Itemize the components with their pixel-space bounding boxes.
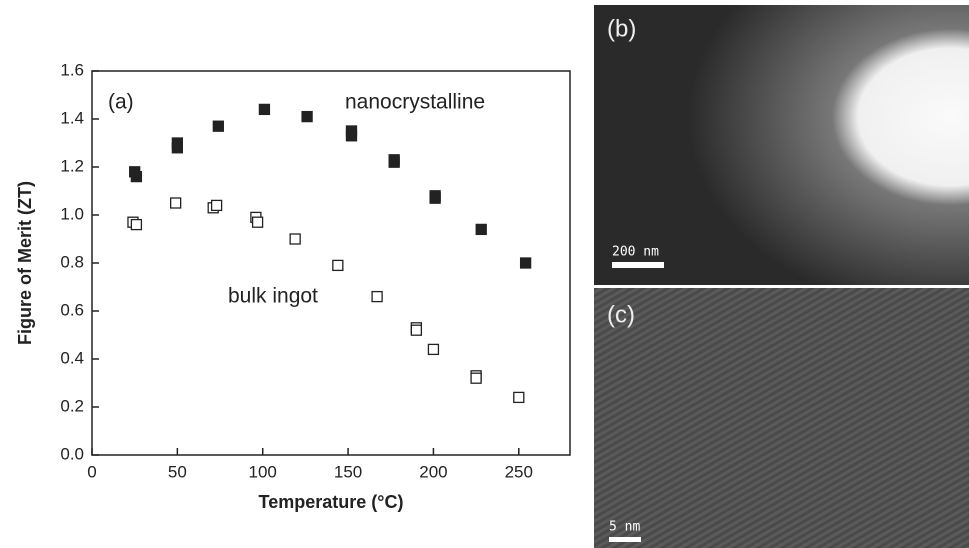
y-axis-label: Figure of Merit (ZT) xyxy=(15,181,35,345)
panel-label: (b) xyxy=(607,15,636,42)
marker xyxy=(371,290,383,303)
marker xyxy=(513,391,525,404)
x-tick-label: 0 xyxy=(87,462,96,481)
y-tick-label: 0.4 xyxy=(60,348,84,367)
x-tick-label: 50 xyxy=(168,462,187,481)
scale-bar xyxy=(612,262,664,268)
scale-bar xyxy=(609,537,641,542)
marker xyxy=(429,192,441,204)
tem-image-b xyxy=(594,5,969,285)
y-tick-label: 1.0 xyxy=(60,204,84,223)
marker xyxy=(519,257,532,269)
x-tick-label: 150 xyxy=(334,462,362,481)
scale-bar-label: 5 nm xyxy=(609,520,640,535)
marker xyxy=(169,197,182,209)
marker xyxy=(212,120,224,132)
y-tick-label: 1.2 xyxy=(60,156,84,175)
marker xyxy=(251,216,264,228)
marker xyxy=(345,130,358,142)
scale-bar-label: 200 nm xyxy=(612,245,659,260)
marker xyxy=(470,372,482,384)
panel-label: (c) xyxy=(607,301,635,328)
y-tick-label: 0.6 xyxy=(60,300,84,319)
x-tick-label: 100 xyxy=(249,462,277,481)
y-tick-label: 0.2 xyxy=(60,396,84,415)
y-tick-label: 0.8 xyxy=(60,252,84,271)
marker xyxy=(301,110,313,123)
marker xyxy=(427,343,440,356)
plot-frame xyxy=(91,70,571,456)
x-tick-label: 250 xyxy=(505,462,533,481)
tem-image-c xyxy=(594,288,969,548)
marker xyxy=(210,199,223,212)
marker xyxy=(171,142,184,154)
marker xyxy=(475,223,487,236)
marker xyxy=(130,218,143,231)
marker xyxy=(410,324,423,336)
series-label: nanocrystalline xyxy=(345,91,485,114)
panel-label: (a) xyxy=(108,91,134,114)
x-axis-label: Temperature (°C) xyxy=(259,492,404,512)
y-tick-label: 0.0 xyxy=(60,444,84,463)
x-tick-label: 200 xyxy=(419,462,447,481)
y-tick-label: 1.6 xyxy=(60,60,84,79)
marker xyxy=(289,233,301,245)
marker xyxy=(258,103,271,116)
marker xyxy=(130,170,143,183)
y-tick-label: 1.4 xyxy=(60,108,84,127)
marker xyxy=(332,259,344,272)
marker xyxy=(388,156,400,168)
series-label: bulk ingot xyxy=(228,285,318,308)
